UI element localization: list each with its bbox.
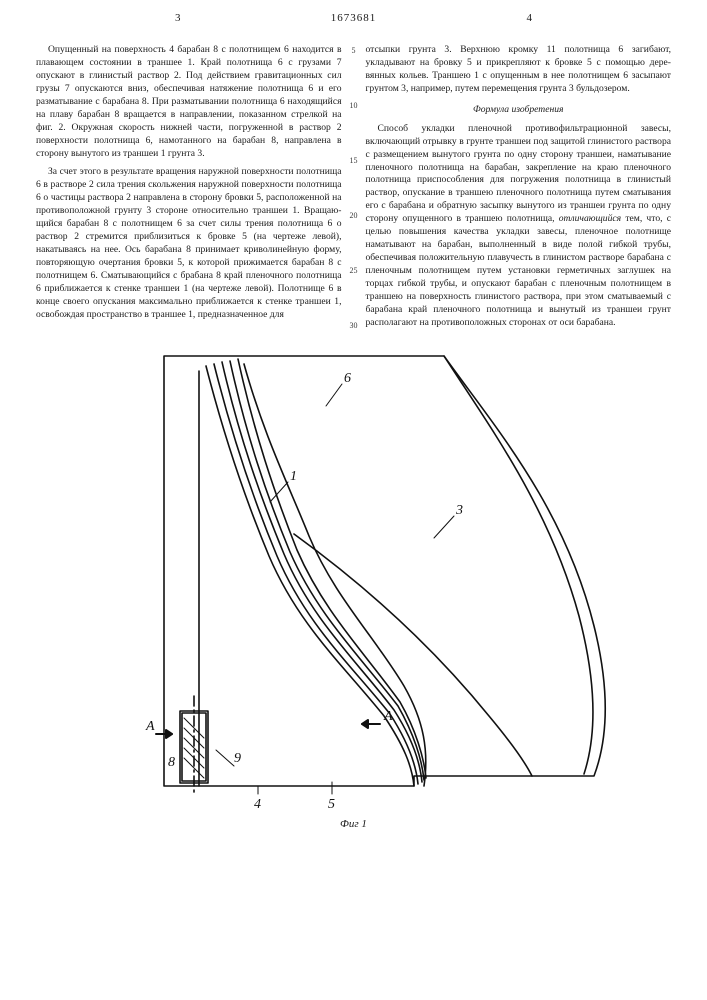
document-number: 1673681 xyxy=(0,12,707,24)
figure-label-1: 1 xyxy=(290,469,297,484)
section-heading: Формула изобретения xyxy=(366,104,672,117)
line-num: 20 xyxy=(346,211,362,220)
figure-label-A-left: А xyxy=(145,719,155,734)
line-num: 10 xyxy=(346,101,362,110)
paragraph: отсыпки грунта 3. Верхнюю кромку 11 поло… xyxy=(366,44,672,96)
figure-svg: 6 1 3 А А 8 9 4 5 xyxy=(94,346,614,816)
paragraph: Опущенный на поверхность 4 барабан 8 с п… xyxy=(36,44,342,160)
text: Способ укладки пленочной противофиль­тра… xyxy=(366,123,672,225)
line-num: 25 xyxy=(346,266,362,275)
paragraph: За счет этого в результате вращения нару… xyxy=(36,166,342,321)
figure-label-9: 9 xyxy=(234,751,241,766)
paragraph: Способ укладки пленочной противофиль­тра… xyxy=(366,123,672,330)
text: тем, что, с целью повышения качества укл… xyxy=(366,213,672,328)
figure-label-5: 5 xyxy=(328,797,335,812)
figure-1: 6 1 3 А А 8 9 4 5 Фиг 1 xyxy=(36,346,671,830)
figure-label-3: 3 xyxy=(455,503,463,518)
figure-label-A-right: А xyxy=(383,709,393,724)
emphasis-text: отличающийся xyxy=(559,213,621,224)
figure-label-8: 8 xyxy=(168,755,175,770)
right-column: отсыпки грунта 3. Верхнюю кромку 11 поло… xyxy=(366,44,672,336)
gutter-line-numbers: 5 10 15 20 25 30 xyxy=(346,46,362,376)
left-column: Опущенный на поверхность 4 барабан 8 с п… xyxy=(36,44,342,336)
figure-caption: Фиг 1 xyxy=(36,818,671,830)
line-num: 30 xyxy=(346,321,362,330)
line-num: 5 xyxy=(346,46,362,55)
figure-label-4: 4 xyxy=(254,797,261,812)
line-num: 15 xyxy=(346,156,362,165)
column-number-right: 4 xyxy=(527,12,533,24)
